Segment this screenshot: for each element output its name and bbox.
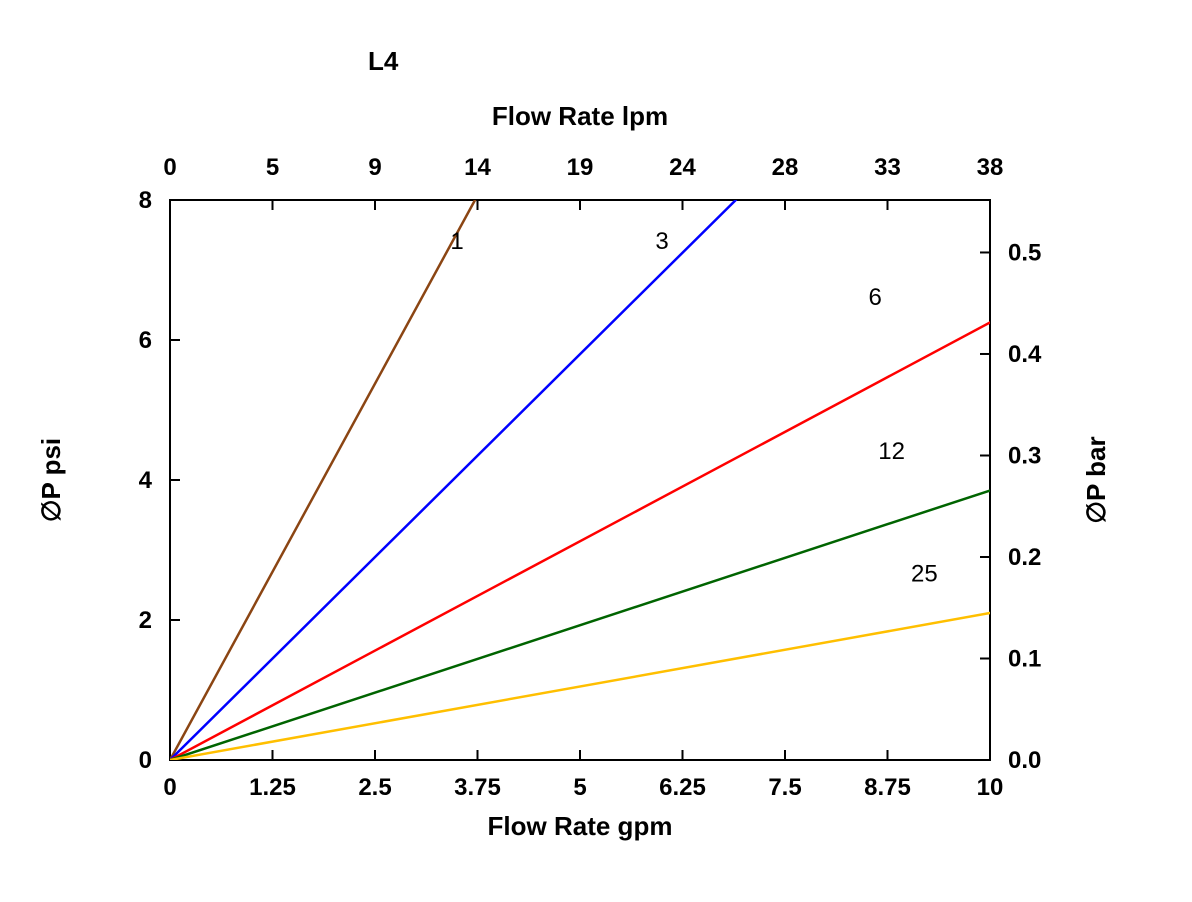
bottom-tick-label: 1.25	[249, 774, 296, 801]
series-label-1: 1	[450, 228, 463, 255]
left-tick-label: 0	[139, 747, 152, 774]
right-tick-label: 0.3	[1008, 442, 1041, 469]
top-axis-label: Flow Rate lpm	[492, 101, 668, 131]
bottom-tick-label: 2.5	[358, 774, 391, 801]
series-label-3: 3	[655, 228, 668, 255]
top-tick-label: 14	[464, 154, 491, 181]
left-tick-label: 4	[139, 467, 153, 494]
right-tick-label: 0.1	[1008, 645, 1041, 672]
left-axis-label: ∅P psi	[36, 438, 66, 522]
right-tick-label: 0.2	[1008, 544, 1041, 571]
right-tick-label: 0.5	[1008, 239, 1041, 266]
bottom-tick-label: 10	[977, 774, 1004, 801]
chart-title: L4	[368, 46, 399, 76]
bottom-tick-label: 5	[573, 774, 586, 801]
series-label-6: 6	[869, 284, 882, 311]
bottom-tick-label: 7.5	[768, 774, 801, 801]
right-tick-label: 0.0	[1008, 747, 1041, 774]
top-tick-label: 9	[368, 154, 381, 181]
right-tick-label: 0.4	[1008, 341, 1042, 368]
top-tick-label: 38	[977, 154, 1004, 181]
left-tick-label: 8	[139, 187, 152, 214]
pressure-flow-chart: L4 Flow Rate lpm Flow Rate gpm ∅P psi ∅P bar…	[0, 0, 1192, 902]
top-tick-label: 24	[669, 154, 696, 181]
bottom-tick-label: 6.25	[659, 774, 706, 801]
bottom-tick-label: 0	[163, 774, 176, 801]
chart-container: L4 Flow Rate lpm Flow Rate gpm ∅P psi ∅P bar…	[0, 0, 1192, 902]
left-tick-label: 2	[139, 607, 152, 634]
top-tick-label: 19	[567, 154, 594, 181]
top-tick-label: 5	[266, 154, 279, 181]
left-tick-label: 6	[139, 327, 152, 354]
top-tick-label: 0	[163, 154, 176, 181]
right-axis-label: ∅P bar	[1081, 436, 1111, 523]
bottom-tick-label: 8.75	[864, 774, 911, 801]
top-tick-label: 28	[772, 154, 799, 181]
bottom-axis-label: Flow Rate gpm	[488, 811, 673, 841]
bottom-tick-label: 3.75	[454, 774, 501, 801]
top-tick-label: 33	[874, 154, 901, 181]
series-label-12: 12	[878, 438, 905, 465]
series-label-25: 25	[911, 561, 938, 588]
